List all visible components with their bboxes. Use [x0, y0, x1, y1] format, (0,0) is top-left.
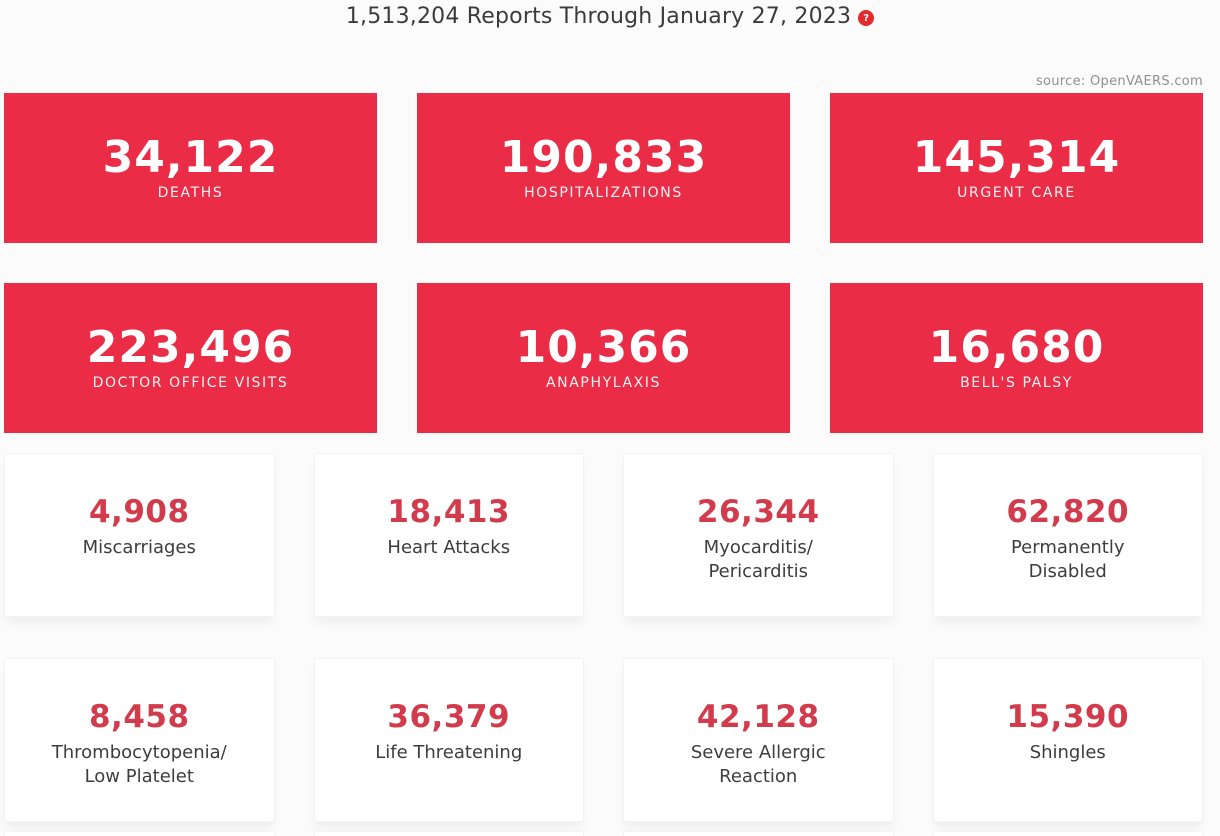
stat-card-hospitalizations[interactable]: 190,833 HOSPITALIZATIONS [417, 93, 790, 243]
red-stats-row-2: 223,496 DOCTOR OFFICE VISITS 10,366 ANAP… [4, 283, 1203, 433]
stat-label: URGENT CARE [957, 184, 1076, 201]
stat-value: 4,908 [88, 494, 190, 530]
stat-value: 18,413 [387, 494, 511, 530]
stat-label: Permanently Disabled [1010, 537, 1125, 583]
stat-value: 34,122 [102, 132, 279, 184]
stat-label: Shingles [1029, 742, 1106, 763]
stat-card-deaths[interactable]: 34,122 DEATHS [4, 93, 377, 243]
stat-label: Myocarditis/ Pericarditis [703, 537, 813, 583]
stat-card-cutoff[interactable] [4, 831, 275, 836]
stat-label: DOCTOR OFFICE VISITS [92, 374, 289, 391]
stat-label: DEATHS [157, 184, 224, 201]
title-bar: 1,513,204 Reports Through January 27, 20… [0, 4, 1220, 29]
stat-card-myocarditis-pericarditis[interactable]: 26,344 Myocarditis/ Pericarditis [623, 453, 894, 617]
stat-card-cutoff[interactable] [623, 831, 894, 836]
stat-value: 8,458 [88, 699, 190, 735]
stat-value: 42,128 [696, 699, 820, 735]
stat-value: 62,820 [1006, 494, 1130, 530]
stat-value: 223,496 [86, 322, 295, 374]
stat-label: Life Threatening [375, 742, 523, 763]
stat-value: 145,314 [912, 132, 1121, 184]
stat-label: HOSPITALIZATIONS [524, 184, 683, 201]
stat-card-urgent-care[interactable]: 145,314 URGENT CARE [830, 93, 1203, 243]
stat-label: Miscarriages [82, 537, 196, 558]
stat-card-heart-attacks[interactable]: 18,413 Heart Attacks [313, 453, 584, 617]
stat-label: Severe Allergic Reaction [690, 742, 826, 788]
stat-value: 10,366 [515, 322, 692, 374]
stat-label: Heart Attacks [387, 537, 511, 558]
stat-card-anaphylaxis[interactable]: 10,366 ANAPHYLAXIS [417, 283, 790, 433]
stat-card-thrombocytopenia[interactable]: 8,458 Thrombocytopenia/ Low Platelet [4, 658, 275, 822]
stat-card-doctor-office-visits[interactable]: 223,496 DOCTOR OFFICE VISITS [4, 283, 377, 433]
white-stats-row-2: 8,458 Thrombocytopenia/ Low Platelet 36,… [4, 658, 1203, 822]
stat-card-life-threatening[interactable]: 36,379 Life Threatening [313, 658, 584, 822]
source-attribution: source: OpenVAERS.com [1035, 74, 1203, 89]
stat-card-bells-palsy[interactable]: 16,680 BELL'S PALSY [830, 283, 1203, 433]
stat-value: 15,390 [1006, 699, 1130, 735]
page-title: 1,513,204 Reports Through January 27, 20… [345, 4, 852, 29]
stat-card-miscarriages[interactable]: 4,908 Miscarriages [4, 453, 275, 617]
white-stats-row-3-cutoff [4, 831, 1203, 836]
stat-card-severe-allergic-reaction[interactable]: 42,128 Severe Allergic Reaction [623, 658, 894, 822]
stat-card-cutoff[interactable] [313, 831, 584, 836]
stat-card-permanently-disabled[interactable]: 62,820 Permanently Disabled [932, 453, 1203, 617]
stat-card-cutoff[interactable] [932, 831, 1203, 836]
stat-value: 16,680 [928, 322, 1105, 374]
stat-label: ANAPHYLAXIS [545, 374, 662, 391]
stat-value: 26,344 [696, 494, 820, 530]
stat-card-shingles[interactable]: 15,390 Shingles [932, 658, 1203, 822]
stat-label: BELL'S PALSY [960, 374, 1073, 391]
white-stats-row-1: 4,908 Miscarriages 18,413 Heart Attacks … [4, 453, 1203, 617]
stat-value: 190,833 [499, 132, 708, 184]
help-icon[interactable]: ? [858, 10, 875, 26]
stat-label: Thrombocytopenia/ Low Platelet [51, 742, 227, 788]
red-stats-row-1: 34,122 DEATHS 190,833 HOSPITALIZATIONS 1… [4, 93, 1203, 243]
stat-value: 36,379 [387, 699, 511, 735]
